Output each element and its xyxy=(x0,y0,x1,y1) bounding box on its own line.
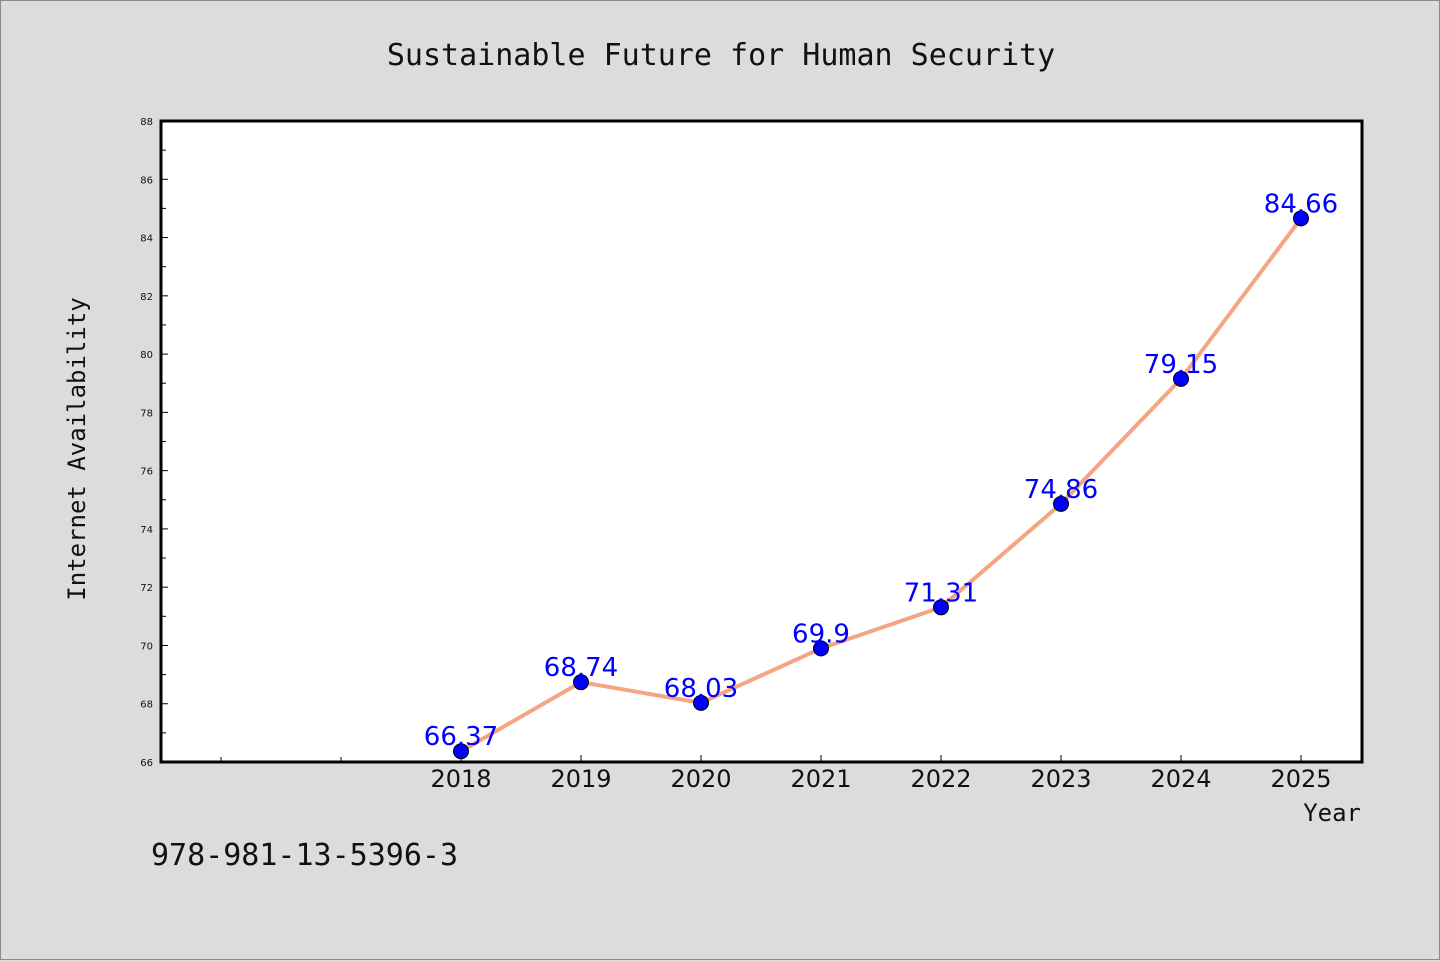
y-tick-label: 86 xyxy=(140,175,153,186)
isbn-footer: 978-981-13-5396-3 xyxy=(151,838,458,873)
y-tick-label: 78 xyxy=(140,408,153,419)
y-tick-label: 84 xyxy=(140,234,153,245)
y-tick-label: 66 xyxy=(140,758,153,769)
series-line xyxy=(459,216,1303,754)
y-axis-label: Internet Availability xyxy=(63,297,91,600)
x-tick-label: 2020 xyxy=(670,765,731,793)
x-axis-label: Year xyxy=(1303,799,1361,827)
data-label: 79.15 xyxy=(1144,350,1218,380)
y-tick-label: 76 xyxy=(140,467,153,478)
x-axis-ticks: 2018 2019 2020 2021 2022 2023 2024 2025 xyxy=(220,755,1332,793)
x-tick-label: 2023 xyxy=(1030,765,1091,793)
x-tick-label: 2024 xyxy=(1150,765,1211,793)
data-point xyxy=(573,674,589,691)
series-line-group xyxy=(459,216,1303,754)
data-point xyxy=(1173,370,1189,387)
data-label: 84.66 xyxy=(1264,189,1338,219)
x-tick-label: 2018 xyxy=(430,765,491,793)
data-label: 68.03 xyxy=(664,674,738,704)
y-tick-label: 68 xyxy=(140,700,153,711)
y-tick-label: 72 xyxy=(140,583,153,594)
data-points xyxy=(453,210,1309,760)
data-point xyxy=(693,694,709,711)
x-tick-label: 2025 xyxy=(1270,765,1331,793)
data-label: 69.9 xyxy=(792,619,850,649)
x-tick-label: 2022 xyxy=(910,765,971,793)
data-point xyxy=(1293,210,1309,227)
x-tick-label: 2021 xyxy=(790,765,851,793)
y-tick-label: 80 xyxy=(140,350,153,361)
data-labels: 66.37 68.74 68.03 69.9 71.31 74.86 79.15 84.66 xyxy=(424,189,1338,752)
data-point xyxy=(933,599,949,616)
y-tick-label: 74 xyxy=(140,525,153,536)
data-label: 71.31 xyxy=(904,578,978,608)
data-point xyxy=(453,743,469,760)
data-label: 74.86 xyxy=(1024,475,1098,505)
y-tick-label: 82 xyxy=(140,292,153,303)
data-point xyxy=(1053,495,1069,512)
chart-title: Sustainable Future for Human Security xyxy=(387,38,1055,73)
data-label: 68.74 xyxy=(544,653,618,683)
x-tick-label: 2019 xyxy=(550,765,611,793)
data-point xyxy=(813,640,829,657)
y-tick-label: 88 xyxy=(140,117,153,128)
y-axis-ticks: 66 68 70 72 74 76 78 80 82 84 86 88 xyxy=(140,117,168,769)
data-label: 66.37 xyxy=(424,722,498,752)
plot-area xyxy=(159,119,1364,764)
y-tick-label: 70 xyxy=(140,641,153,652)
